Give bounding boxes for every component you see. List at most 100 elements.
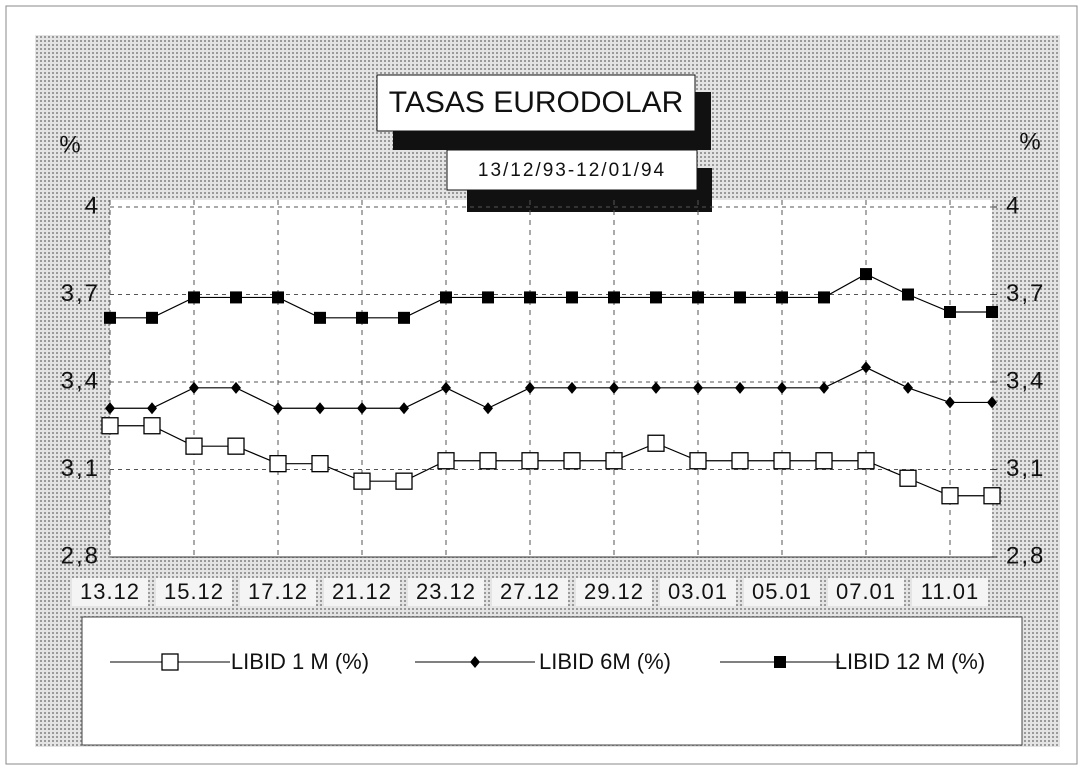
- marker: [650, 291, 662, 304]
- marker: [230, 291, 242, 304]
- marker: [818, 291, 830, 304]
- x-tick-label: 05.01: [752, 579, 812, 604]
- marker: [395, 472, 413, 490]
- marker: [272, 291, 284, 304]
- marker: [734, 291, 746, 304]
- marker: [608, 291, 620, 304]
- marker: [314, 311, 326, 324]
- marker: [441, 381, 451, 394]
- marker: [689, 452, 707, 470]
- y-tick-label: 3,1: [61, 455, 100, 482]
- marker: [903, 381, 913, 394]
- chart-subtitle: 13/12/93-12/01/94: [478, 160, 666, 181]
- marker: [773, 452, 791, 470]
- marker: [470, 656, 480, 668]
- y2-tick-label: 3,1: [1006, 455, 1045, 482]
- y2-tick-label: 3,4: [1006, 367, 1045, 394]
- marker: [269, 455, 287, 473]
- marker: [944, 306, 956, 318]
- marker: [161, 653, 179, 671]
- legend-box: [81, 616, 1023, 746]
- marker: [315, 402, 325, 415]
- marker: [987, 396, 997, 409]
- x-tick-label-bg: [72, 578, 148, 606]
- x-tick-label: 13.12: [80, 579, 140, 604]
- marker: [356, 311, 368, 324]
- x-tick-label: 07.01: [836, 579, 896, 604]
- marker: [605, 452, 623, 470]
- marker: [353, 472, 371, 490]
- marker: [899, 469, 917, 487]
- x-tick-label: 23.12: [416, 579, 476, 604]
- x-tick-label-bg: [240, 578, 316, 606]
- chart-title: TASAS EURODOLAR: [389, 86, 684, 119]
- x-tick-label-bg: [744, 578, 820, 606]
- marker: [776, 291, 788, 304]
- marker: [437, 452, 455, 470]
- x-tick-label: 21.12: [332, 579, 392, 604]
- marker: [143, 417, 161, 435]
- marker: [440, 291, 452, 304]
- marker: [146, 311, 158, 324]
- series-line: [110, 273, 992, 319]
- x-tick-label-bg: [408, 578, 484, 606]
- marker: [777, 381, 787, 394]
- legend-label: LIBID 12 M (%): [834, 649, 986, 674]
- marker: [647, 434, 665, 452]
- marker: [986, 306, 998, 318]
- marker: [188, 291, 200, 304]
- series-line: [110, 366, 992, 409]
- marker: [983, 487, 1001, 505]
- x-tick-label: 27.12: [500, 579, 560, 604]
- marker: [567, 381, 577, 394]
- x-tick-label: 29.12: [584, 579, 644, 604]
- legend-label: LIBID 6M (%): [538, 649, 672, 674]
- marker: [398, 311, 410, 324]
- x-tick-label-bg: [492, 578, 568, 606]
- marker: [189, 381, 199, 394]
- marker: [774, 656, 786, 668]
- y-axis-label: %: [59, 131, 80, 158]
- marker: [693, 381, 703, 394]
- marker: [525, 381, 535, 394]
- marker: [566, 291, 578, 304]
- title-box: [376, 74, 696, 132]
- x-tick-label-bg: [324, 578, 400, 606]
- marker: [692, 291, 704, 304]
- x-tick-label: 11.01: [921, 579, 979, 604]
- marker: [482, 291, 494, 304]
- marker: [609, 381, 619, 394]
- marker: [227, 437, 245, 455]
- marker: [147, 402, 157, 415]
- y-tick-label: 4: [85, 192, 100, 219]
- y2-tick-label: 2,8: [1006, 542, 1045, 569]
- marker: [857, 452, 875, 470]
- x-tick-label-bg: [828, 578, 904, 606]
- x-tick-label: 03.01: [668, 579, 728, 604]
- marker: [483, 402, 493, 415]
- marker: [731, 452, 749, 470]
- x-tick-label-bg: [660, 578, 736, 606]
- marker: [815, 452, 833, 470]
- marker: [524, 291, 536, 304]
- plot-area: [110, 200, 992, 557]
- x-tick-label: 15.12: [164, 579, 224, 604]
- marker: [861, 361, 871, 374]
- legend-label: LIBID 1 M (%): [230, 649, 370, 674]
- marker: [101, 417, 119, 435]
- marker: [945, 396, 955, 409]
- x-tick-label-bg: [156, 578, 232, 606]
- marker: [357, 402, 367, 415]
- marker: [399, 402, 409, 415]
- x-tick-label-bg: [576, 578, 652, 606]
- marker: [231, 381, 241, 394]
- marker: [185, 437, 203, 455]
- y-tick-label: 3,7: [61, 280, 100, 307]
- marker: [105, 402, 115, 415]
- marker: [902, 288, 914, 301]
- marker: [735, 381, 745, 394]
- marker: [941, 487, 959, 505]
- x-tick-label: 17.12: [248, 579, 308, 604]
